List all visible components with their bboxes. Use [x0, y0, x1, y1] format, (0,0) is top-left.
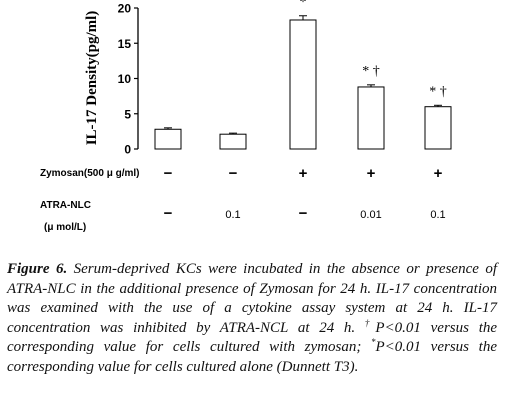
figure-label: Figure 6.: [7, 261, 68, 277]
dagger-mark: †: [364, 317, 376, 328]
bar: [357, 86, 385, 150]
row-label: Zymosan(500 μ g/ml): [40, 168, 139, 179]
bar: [154, 128, 182, 150]
table-cell: −: [164, 205, 173, 222]
table-cell: +: [299, 165, 308, 182]
table-cell: +: [367, 165, 376, 182]
caption-text-1: Serum-deprived KCs were incubated in the…: [7, 261, 497, 336]
row-label: ATRA-NLC: [40, 200, 91, 211]
y-tick-label: 5: [124, 107, 131, 121]
table-cell: −: [164, 165, 173, 182]
table-cell: −: [229, 165, 238, 182]
y-axis-label: IL-17 Density(pg/ml): [84, 11, 100, 146]
y-tick-label: 0: [124, 143, 131, 157]
significance-annotation: * †: [429, 84, 447, 99]
bar-annotations: * * † * †: [300, 0, 447, 99]
bar-chart: IL-17 Density(pg/ml) 0 5 10 15 20 * * † * † Zy…: [40, 0, 452, 233]
y-tick-label: 15: [118, 37, 132, 51]
significance-annotation: * †: [362, 64, 380, 79]
table-cell: 0.1: [225, 209, 240, 221]
bars: [154, 15, 452, 150]
bar: [289, 19, 317, 150]
table-cell: 0.01: [360, 209, 381, 221]
table-cell: 0.1: [430, 209, 445, 221]
table-cell: −: [299, 205, 308, 222]
bar: [219, 133, 247, 150]
y-tick-label: 20: [118, 2, 132, 16]
bar: [424, 106, 452, 150]
table-cell: +: [434, 165, 443, 182]
treatment-table: Zymosan(500 μ g/ml) − − + + + ATRA-NLC (μ mol/L…: [40, 165, 446, 233]
y-axis: 0 5 10 15 20: [118, 2, 139, 157]
figure-caption: Figure 6. Serum-deprived KCs were incuba…: [7, 260, 497, 377]
row-sublabel: (μ mol/L): [44, 222, 86, 233]
caption-text-2: P<0.01 versus the corresponding value fo…: [7, 319, 498, 356]
significance-annotation: *: [300, 0, 307, 10]
y-tick-label: 10: [118, 72, 132, 86]
star-mark: *: [370, 337, 376, 347]
caption-text-3: P<0.01 versus the corresponding value fo…: [7, 339, 497, 375]
